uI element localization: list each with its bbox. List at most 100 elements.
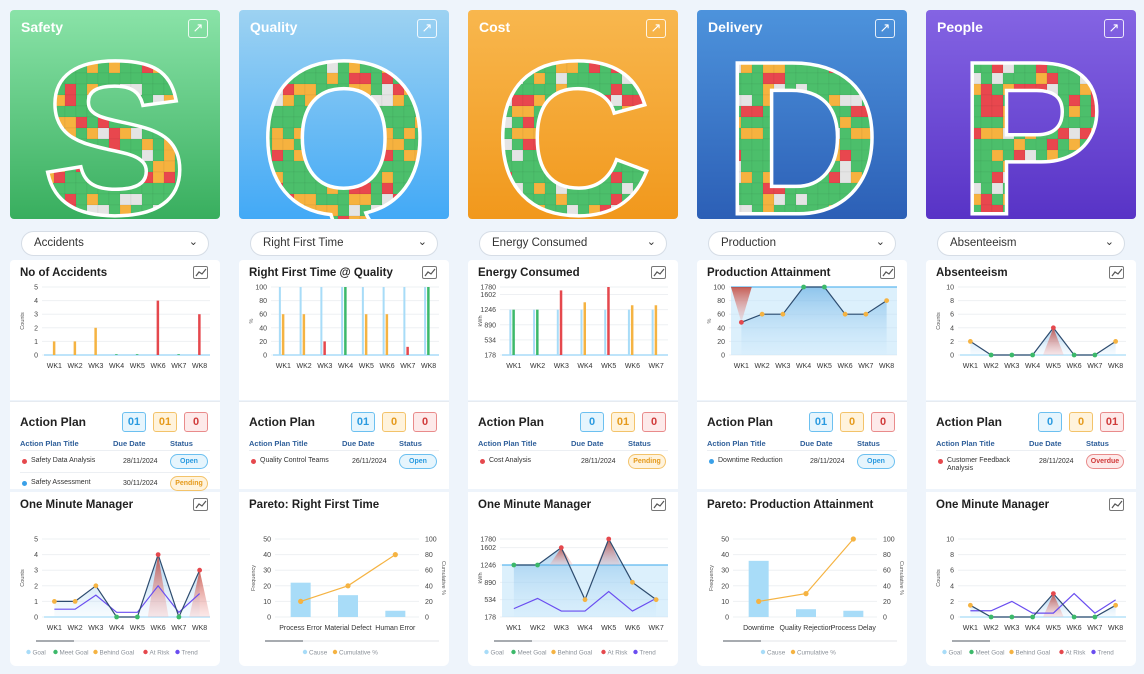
expand-arrow-icon[interactable]: ↗ bbox=[188, 19, 208, 38]
chart-type-icon[interactable] bbox=[193, 498, 208, 511]
y2-axis-label: Cumulative % bbox=[898, 561, 904, 595]
data-point bbox=[842, 311, 848, 317]
y-tick-label: 0 bbox=[950, 353, 954, 360]
quality-tile[interactable]: Quality ↗ Q bbox=[239, 10, 449, 219]
pending-count-badge[interactable]: 0 bbox=[840, 412, 864, 432]
open-count-badge[interactable]: 0 bbox=[580, 412, 604, 432]
overdue-count-badge[interactable]: 01 bbox=[1100, 412, 1124, 432]
overdue-count-badge[interactable]: 0 bbox=[642, 412, 666, 432]
action-row[interactable]: Safety Assessment 30/11/2024 Pending bbox=[20, 472, 210, 494]
value-area bbox=[741, 287, 887, 355]
y-tick-label: 2 bbox=[34, 325, 38, 332]
metric-dropdown[interactable]: Absenteeism ⌄ bbox=[937, 231, 1125, 256]
x-tick-label: Quality Rejection bbox=[780, 625, 833, 632]
data-point bbox=[1113, 339, 1119, 344]
status-badge[interactable]: Open bbox=[170, 454, 208, 469]
overdue-count-badge[interactable]: 0 bbox=[413, 412, 437, 432]
x-tick-label: WK8 bbox=[1108, 363, 1123, 370]
goal-bar bbox=[361, 287, 364, 355]
expand-arrow-icon[interactable]: ↗ bbox=[875, 19, 895, 38]
y-tick-label: 5 bbox=[34, 285, 38, 292]
y2-tick-label: 60 bbox=[425, 568, 433, 575]
status-badge[interactable]: Open bbox=[857, 454, 895, 469]
action-row[interactable]: Downtime Reduction 28/11/2024 Open bbox=[707, 450, 897, 472]
x-tick-label: WK5 bbox=[1046, 363, 1061, 370]
status-badge[interactable]: Pending bbox=[628, 454, 666, 469]
chart-type-icon[interactable] bbox=[422, 266, 437, 279]
secondary-chart-card: One Minute Manager 178 534 890 1246 1602 1780 k… bbox=[468, 492, 678, 666]
chart-type-icon[interactable] bbox=[1109, 266, 1124, 279]
value-bar bbox=[135, 354, 139, 355]
action-plan-card: Action Plan 01 0 0 Action Plan Title Due Date… bbox=[239, 401, 449, 489]
x-tick-label: WK3 bbox=[317, 363, 332, 370]
metric-dropdown[interactable]: Right First Time ⌄ bbox=[250, 231, 438, 256]
y2-tick-label: 20 bbox=[883, 599, 891, 606]
trend-line bbox=[970, 592, 1116, 614]
expand-arrow-icon[interactable]: ↗ bbox=[646, 19, 666, 38]
expand-arrow-icon[interactable]: ↗ bbox=[417, 19, 437, 38]
overdue-count-badge[interactable]: 0 bbox=[184, 412, 208, 432]
status-badge[interactable]: Pending bbox=[170, 476, 208, 491]
value-line bbox=[741, 286, 887, 323]
open-count-badge[interactable]: 01 bbox=[809, 412, 833, 432]
chart-type-icon[interactable] bbox=[1109, 498, 1124, 511]
chart-type-icon[interactable] bbox=[880, 266, 895, 279]
delivery-tile[interactable]: Delivery ↗ D bbox=[697, 10, 907, 219]
action-row[interactable]: Cost Analysis 28/11/2024 Pending bbox=[478, 450, 668, 472]
x-tick-label: WK1 bbox=[963, 363, 978, 370]
pending-count-badge[interactable]: 01 bbox=[153, 412, 177, 432]
legend-trend-swatch bbox=[633, 649, 638, 655]
column-header-status: Status bbox=[1086, 439, 1109, 448]
safety-tile[interactable]: Safety ↗ S bbox=[10, 10, 220, 219]
legend-goal: Goal bbox=[491, 650, 504, 657]
x-tick-label: WK2 bbox=[68, 363, 83, 370]
data-point bbox=[1092, 614, 1098, 620]
value-line bbox=[970, 326, 1116, 356]
y2-tick-label: 80 bbox=[425, 552, 433, 559]
y-axis-label: Frequency bbox=[709, 565, 715, 591]
chart-type-icon[interactable] bbox=[651, 266, 666, 279]
expand-arrow-icon[interactable]: ↗ bbox=[1104, 19, 1124, 38]
kpi-chart-card: Production Attainment 0 20 40 60 80 100% WK1 WK2… bbox=[697, 260, 907, 400]
open-count-badge[interactable]: 0 bbox=[1038, 412, 1062, 432]
metric-dropdown[interactable]: Accidents ⌄ bbox=[21, 231, 209, 256]
y-tick-label: 100 bbox=[255, 285, 267, 292]
legend-behind-swatch bbox=[1009, 649, 1014, 655]
x-tick-label: WK6 bbox=[838, 363, 853, 370]
action-row[interactable]: Customer Feedback Analysis 28/11/2024 Over… bbox=[936, 450, 1126, 472]
open-count-badge[interactable]: 01 bbox=[351, 412, 375, 432]
column-safety: Safety ↗ S Accidents ⌄ No of Accidents 0 1 2 3 4 5 C… bbox=[10, 10, 220, 666]
column-header-title: Action Plan Title bbox=[478, 439, 537, 448]
due-date: 30/11/2024 bbox=[123, 480, 158, 487]
legend-behind-swatch bbox=[93, 649, 98, 655]
y-tick-label: 10 bbox=[946, 285, 954, 292]
x-tick-label: WK1 bbox=[506, 363, 521, 370]
y2-tick-label: 80 bbox=[883, 552, 891, 559]
x-tick-label: Process Delay bbox=[831, 625, 877, 632]
chart-type-icon[interactable] bbox=[651, 498, 666, 511]
data-point bbox=[988, 614, 994, 620]
pending-count-badge[interactable]: 0 bbox=[1069, 412, 1093, 432]
y-tick-label: 6 bbox=[950, 568, 954, 575]
overdue-count-badge[interactable]: 0 bbox=[871, 412, 895, 432]
metric-dropdown[interactable]: Production ⌄ bbox=[708, 231, 896, 256]
open-count-badge[interactable]: 01 bbox=[122, 412, 146, 432]
x-tick-label: WK7 bbox=[649, 625, 664, 632]
risk-area bbox=[596, 539, 621, 565]
pending-count-badge[interactable]: 01 bbox=[611, 412, 635, 432]
people-tile[interactable]: People ↗ P bbox=[926, 10, 1136, 219]
chart: 020406080100%WK1WK2WK3WK4WK5WK6WK7WK8Goa… bbox=[249, 285, 439, 370]
action-row[interactable]: Quality Control Teams 26/11/2024 Open bbox=[249, 450, 439, 472]
action-row[interactable]: Safety Data Analysis 28/11/2024 Open bbox=[20, 450, 210, 472]
value-bar bbox=[512, 309, 515, 355]
x-tick-label: Material Defect bbox=[324, 625, 371, 632]
status-badge[interactable]: Open bbox=[399, 454, 437, 469]
status-badge[interactable]: Overdue bbox=[1086, 454, 1124, 469]
metric-dropdown[interactable]: Energy Consumed ⌄ bbox=[479, 231, 667, 256]
chart-type-icon[interactable] bbox=[193, 266, 208, 279]
legend-goal-swatch bbox=[484, 649, 489, 655]
pending-count-badge[interactable]: 0 bbox=[382, 412, 406, 432]
cost-tile[interactable]: Cost ↗ C bbox=[468, 10, 678, 219]
x-tick-label: WK4 bbox=[338, 363, 353, 370]
legend-meet: Meet Goal bbox=[60, 650, 89, 657]
